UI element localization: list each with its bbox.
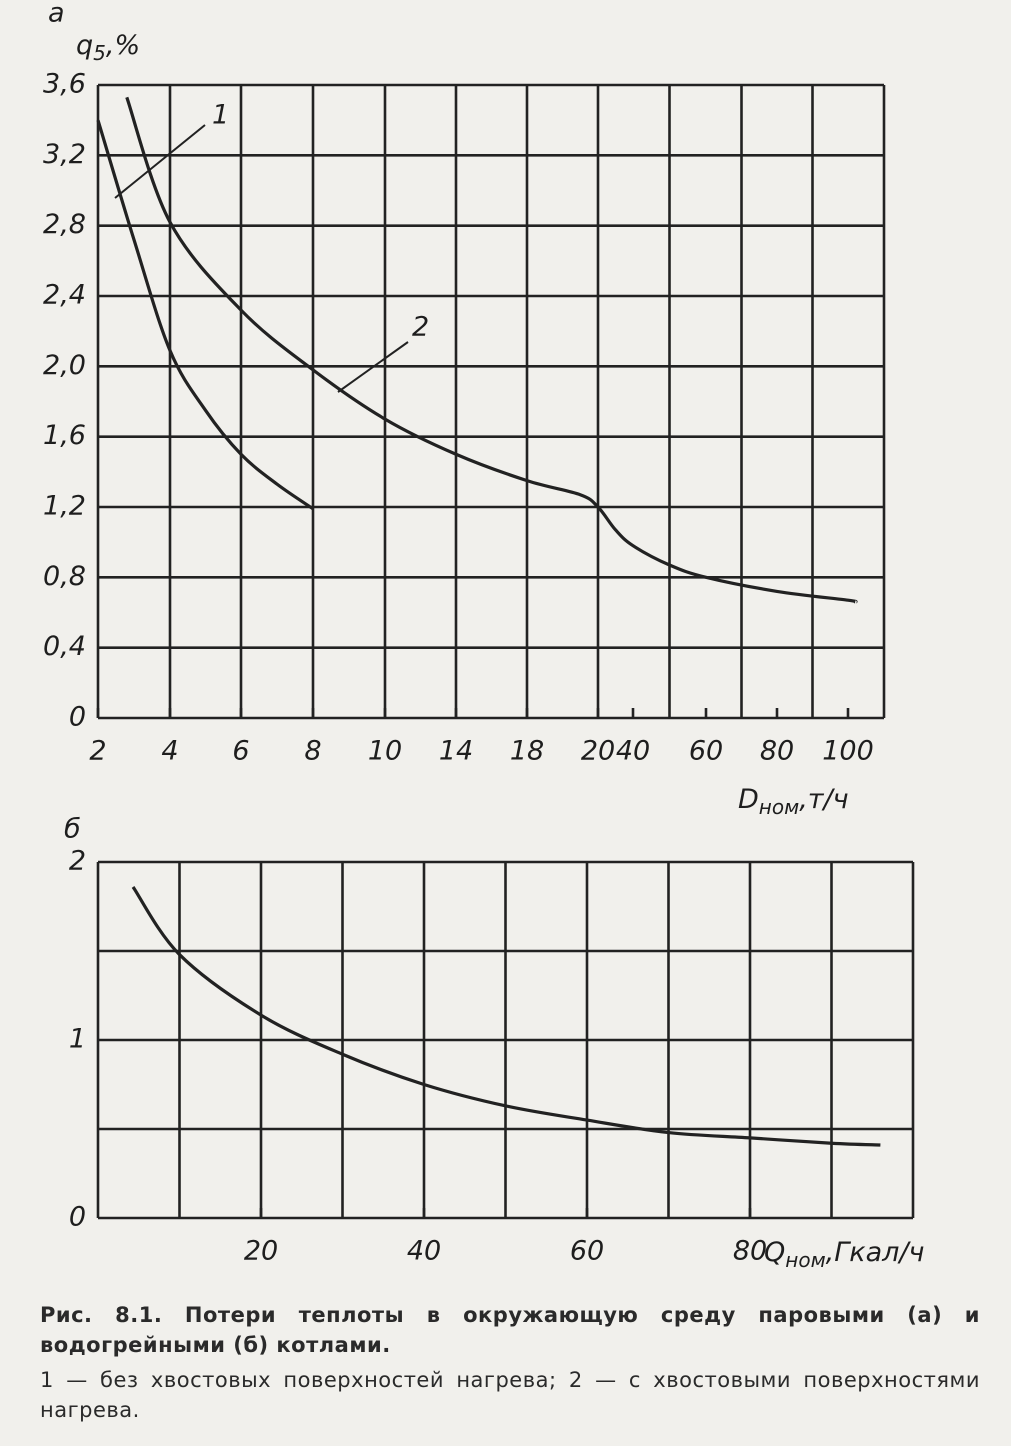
x-label-main: Q [764, 1237, 785, 1268]
x-tick-label: 100 [822, 736, 874, 767]
y-tick-label: 1,2 [43, 491, 86, 522]
panel-label: а [48, 0, 65, 29]
x-tick-label: 4 [161, 736, 178, 767]
y-tick-label: 0 [69, 702, 86, 733]
leader-line [114, 124, 206, 199]
figure: а q5,% Dном,т/ч 1 2 б Qном,Гкал/ч 00,40,… [43, 0, 924, 1272]
x-tick-label: 8 [304, 736, 321, 767]
y-label-sub: 5 [93, 41, 106, 65]
y-tick-label: 1,6 [43, 420, 86, 451]
x-label-unit: ,Гкал/ч [826, 1237, 925, 1268]
y-tick-label: 3,2 [43, 139, 86, 170]
y-tick-label: 2,4 [43, 280, 86, 311]
x-tick-label: 20 [244, 1236, 278, 1267]
curve-label: 2 [412, 312, 429, 343]
x-label-sub: ном [785, 1248, 825, 1272]
y-tick-label: 2,0 [43, 350, 86, 381]
x-tick-label: 14 [439, 736, 473, 767]
y-axis-label: q5,% [76, 30, 140, 65]
x-tick-label: 10 [368, 736, 402, 767]
panel-label: б [64, 814, 81, 845]
x-tick-label: 80 [760, 736, 794, 767]
x-axis-label: Qном,Гкал/ч [764, 1237, 924, 1272]
curve-label: 1 [212, 100, 229, 131]
y-tick-label: 0,4 [43, 631, 86, 662]
x-tick-label: 60 [570, 1236, 604, 1267]
y-tick-label: 0,8 [43, 561, 86, 592]
x-label-sub: ном [759, 795, 799, 819]
x-label-main: D [738, 784, 759, 815]
y-label-unit: ,% [106, 30, 140, 61]
curve [125, 96, 858, 604]
x-tick-label: 80 [733, 1236, 767, 1267]
x-tick-label: 6 [232, 736, 249, 767]
x-tick-label: 40 [407, 1236, 441, 1267]
x-axis-label: Dном,т/ч [738, 784, 849, 819]
y-tick-label: 2,8 [43, 209, 86, 240]
x-tick-label: 20 [581, 736, 615, 767]
curve [96, 119, 314, 511]
x-label-unit: ,т/ч [799, 784, 848, 815]
y-tick-label: 3,6 [43, 69, 86, 100]
caption-title: Рис. 8.1. Потери теплоты в окружающую ср… [40, 1303, 980, 1357]
y-tick-label: 0 [69, 1202, 86, 1233]
y-tick-label: 1 [69, 1024, 86, 1055]
caption-note: 1 — без хвостовых поверхностей нагрева; … [40, 1368, 980, 1422]
x-tick-label: 18 [510, 736, 544, 767]
curve [131, 886, 881, 1147]
x-tick-label: 60 [689, 736, 723, 767]
y-tick-label: 2 [69, 846, 86, 877]
y-label-main: q [76, 30, 93, 61]
x-tick-label: 40 [616, 736, 650, 767]
x-tick-label: 2 [89, 736, 106, 767]
